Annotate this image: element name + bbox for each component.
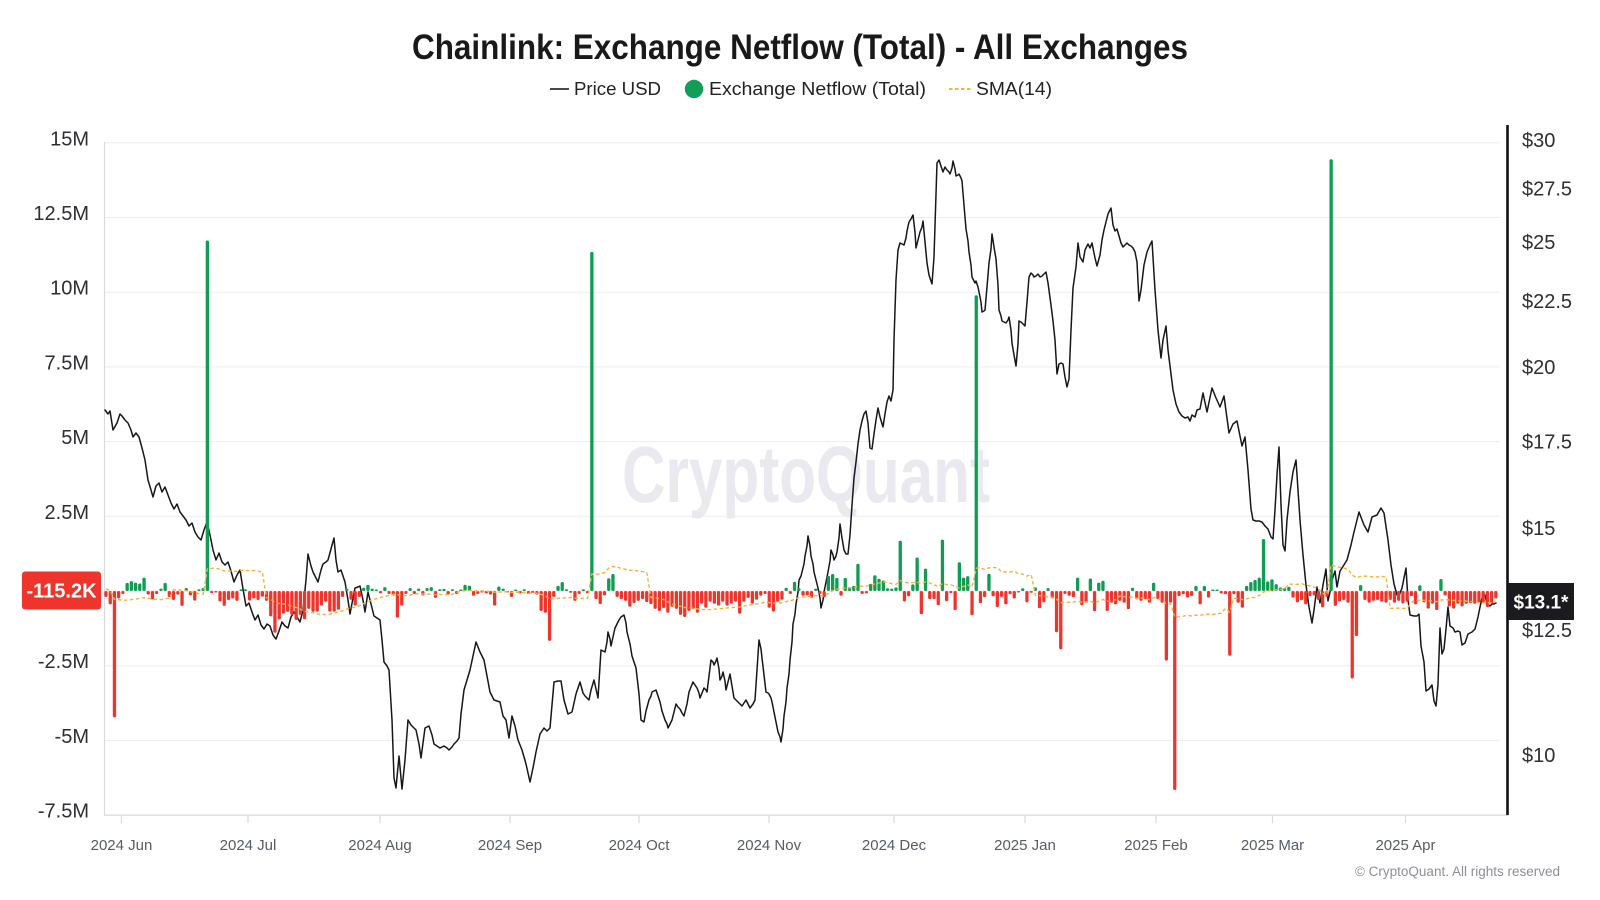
svg-text:SMA(14): SMA(14): [976, 79, 1052, 99]
svg-text:2024 Aug: 2024 Aug: [348, 837, 411, 854]
svg-text:2024 Jun: 2024 Jun: [91, 837, 153, 854]
svg-text:7.5M: 7.5M: [45, 352, 89, 374]
svg-text:$30: $30: [1522, 130, 1555, 152]
svg-text:Price USD: Price USD: [574, 79, 661, 99]
svg-text:$25: $25: [1522, 232, 1555, 254]
svg-text:-115.2K: -115.2K: [26, 581, 97, 603]
svg-text:2024 Jul: 2024 Jul: [220, 837, 277, 854]
svg-text:2024 Sep: 2024 Sep: [478, 837, 542, 854]
svg-text:-5M: -5M: [55, 726, 89, 748]
svg-text:© CryptoQuant. All rights rese: © CryptoQuant. All rights reserved: [1355, 864, 1560, 879]
svg-text:2024 Dec: 2024 Dec: [862, 837, 927, 854]
svg-text:CryptoQuant: CryptoQuant: [622, 430, 990, 519]
svg-text:$22.5: $22.5: [1522, 291, 1572, 313]
svg-text:15M: 15M: [50, 128, 89, 150]
svg-text:2024 Nov: 2024 Nov: [737, 837, 802, 854]
svg-text:$27.5: $27.5: [1522, 179, 1572, 201]
svg-text:$10: $10: [1522, 745, 1555, 767]
svg-text:12.5M: 12.5M: [33, 203, 89, 225]
svg-text:Exchange Netflow (Total): Exchange Netflow (Total): [709, 79, 926, 99]
svg-text:5M: 5M: [61, 427, 89, 449]
svg-text:2.5M: 2.5M: [45, 502, 89, 524]
svg-text:$17.5: $17.5: [1522, 432, 1572, 454]
svg-text:2025 Feb: 2025 Feb: [1124, 837, 1187, 854]
svg-text:$12.5: $12.5: [1522, 620, 1572, 642]
svg-text:$20: $20: [1522, 357, 1555, 379]
svg-text:2024 Oct: 2024 Oct: [609, 837, 671, 854]
svg-text:2025 Jan: 2025 Jan: [994, 837, 1056, 854]
svg-text:$15: $15: [1522, 518, 1555, 540]
svg-text:$13.1*: $13.1*: [1514, 593, 1570, 614]
svg-text:Chainlink: Exchange Netflow (T: Chainlink: Exchange Netflow (Total) - Al…: [412, 28, 1188, 67]
svg-text:-2.5M: -2.5M: [38, 651, 89, 673]
svg-text:2025 Apr: 2025 Apr: [1375, 837, 1435, 854]
svg-text:2025 Mar: 2025 Mar: [1241, 837, 1304, 854]
svg-text:-7.5M: -7.5M: [38, 801, 89, 823]
svg-text:10M: 10M: [50, 278, 89, 300]
